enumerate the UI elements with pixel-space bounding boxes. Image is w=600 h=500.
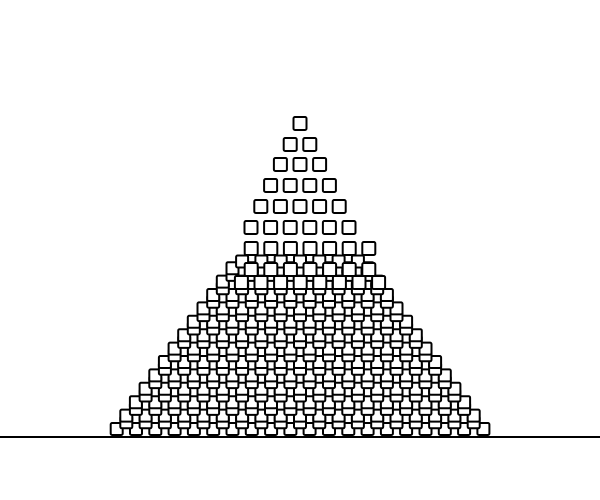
box (243, 220, 259, 235)
box (263, 262, 279, 277)
box (361, 262, 377, 277)
box (321, 220, 337, 235)
box (243, 262, 259, 277)
box (341, 262, 357, 277)
box-stack (109, 116, 491, 436)
box (253, 199, 269, 214)
box (371, 275, 387, 290)
box (292, 157, 308, 172)
box (253, 275, 269, 290)
box (312, 275, 328, 290)
box (292, 275, 308, 290)
box (282, 178, 298, 193)
box (273, 275, 289, 290)
box (321, 178, 337, 193)
box (233, 275, 249, 290)
box (243, 241, 259, 256)
box (282, 262, 298, 277)
box (282, 137, 298, 152)
box (341, 220, 357, 235)
box (263, 220, 279, 235)
box (302, 178, 318, 193)
box (263, 178, 279, 193)
box (302, 220, 318, 235)
box (302, 262, 318, 277)
box (341, 241, 357, 256)
box (312, 157, 328, 172)
box (361, 241, 377, 256)
box (302, 241, 318, 256)
box (272, 199, 288, 214)
box (292, 199, 308, 214)
box (322, 241, 338, 256)
box (263, 241, 279, 256)
box (282, 220, 298, 235)
box (272, 157, 288, 172)
box (302, 137, 318, 152)
box (312, 199, 328, 214)
box (331, 199, 347, 214)
box (292, 116, 308, 131)
box (331, 275, 347, 290)
box (322, 262, 338, 277)
box (351, 275, 367, 290)
box (282, 241, 298, 256)
